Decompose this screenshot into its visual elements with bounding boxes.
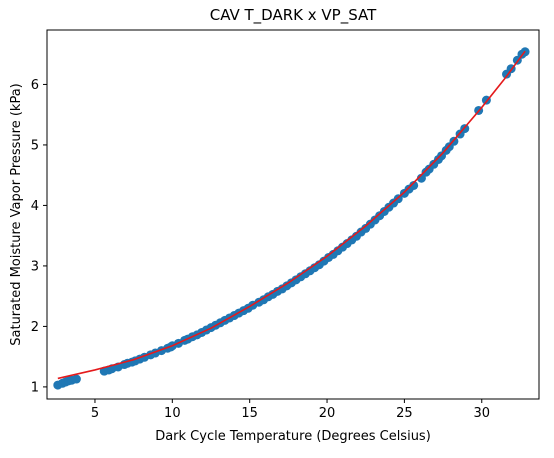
x-tick-label: 25 [396, 406, 413, 421]
chart-title: CAV T_DARK x VP_SAT [210, 6, 377, 25]
y-axis: 1 2 3 4 5 6 [31, 78, 47, 395]
plot-frame [46, 29, 540, 400]
scatter-point [71, 374, 81, 384]
x-tick-label: 10 [164, 406, 181, 421]
x-tick-label: 15 [241, 406, 258, 421]
scatter-point [409, 180, 419, 190]
plot-marks [53, 47, 530, 390]
y-tick-label: 1 [31, 380, 39, 395]
y-tick-label: 3 [31, 259, 39, 274]
x-tick-label: 5 [91, 406, 99, 421]
y-axis-label: Saturated Moisture Vapor Pressure (kPa) [9, 83, 24, 346]
y-tick-label: 6 [31, 78, 39, 93]
fit-curve-line [57, 50, 526, 380]
x-tick-label: 20 [319, 406, 336, 421]
y-tick-label: 4 [31, 199, 39, 214]
x-axis: 5 10 15 20 25 30 [91, 399, 490, 421]
y-tick-label: 5 [31, 138, 39, 153]
y-tick-label: 2 [31, 320, 39, 335]
x-tick-label: 30 [473, 406, 490, 421]
x-axis-label: Dark Cycle Temperature (Degrees Celsius) [155, 429, 431, 444]
